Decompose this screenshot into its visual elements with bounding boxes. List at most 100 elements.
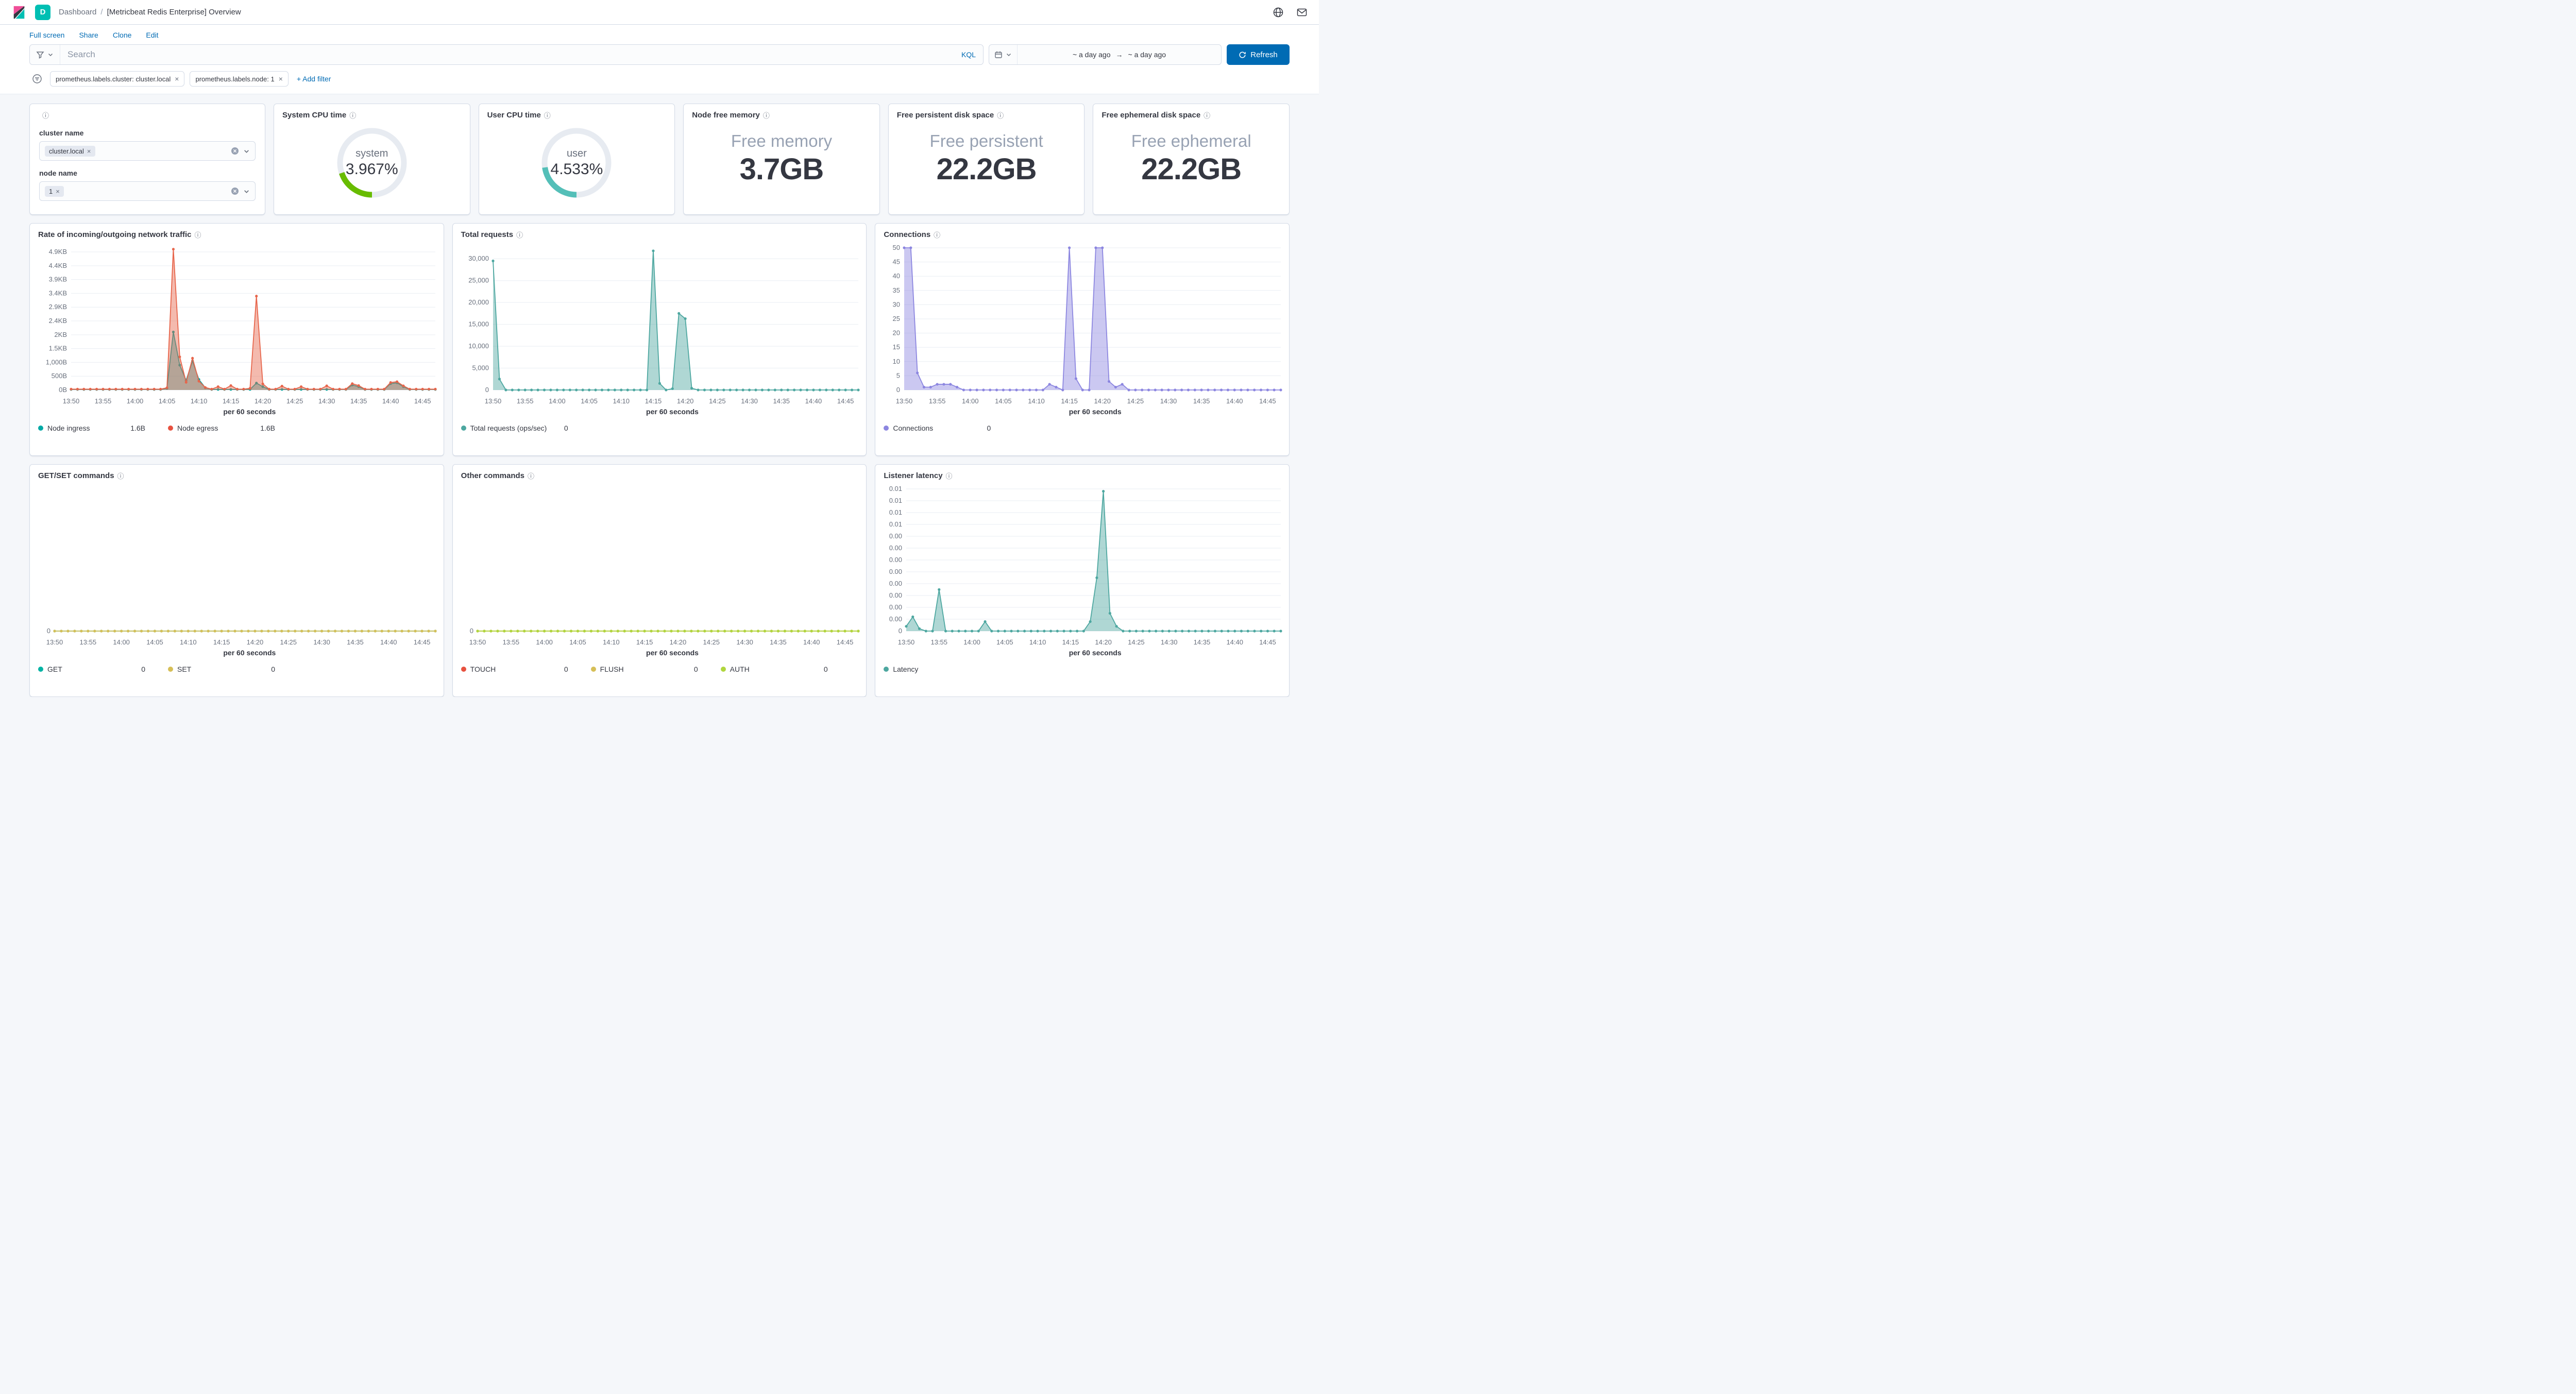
node-name-select[interactable]: 1 ×: [39, 181, 256, 201]
legend-item[interactable]: FLUSH 0: [590, 665, 721, 673]
svg-text:15: 15: [893, 343, 900, 351]
svg-text:14:20: 14:20: [1095, 638, 1112, 646]
menu-edit[interactable]: Edit: [146, 31, 159, 39]
panel-title: Total requests: [461, 230, 514, 239]
menu-share[interactable]: Share: [79, 31, 98, 39]
user-cpu-gauge[interactable]: user 4.533%: [538, 124, 615, 201]
svg-text:13:55: 13:55: [929, 397, 946, 405]
other-commands-chart[interactable]: 0 13:50 13:55 14:00 14:05 14:10 14:15 14:20 14:2…: [453, 483, 867, 649]
info-icon[interactable]: ⓘ: [934, 231, 941, 239]
listener-latency-chart[interactable]: 0 0.00 0.00 0.00 0.00 0.00 0.00 0.00 0.00 0.01 0.0…: [875, 483, 1289, 649]
svg-text:20,000: 20,000: [468, 298, 489, 306]
connections-chart[interactable]: 0 5 10 15 20 25 30 35 40 45 50 13:50 13:55 14:00 14:05…: [875, 242, 1289, 407]
legend-item[interactable]: SET 0: [168, 665, 298, 673]
svg-text:30,000: 30,000: [468, 254, 489, 262]
info-icon[interactable]: ⓘ: [762, 112, 770, 120]
svg-text:3.9KB: 3.9KB: [49, 276, 67, 283]
x-axis-title: per 60 seconds: [1069, 407, 1122, 416]
svg-text:0: 0: [896, 386, 900, 394]
clear-selection-icon[interactable]: [231, 147, 239, 155]
system-cpu-gauge[interactable]: system 3.967%: [333, 124, 411, 201]
legend-item[interactable]: Node egress 1.6B: [168, 424, 298, 432]
filter-pill-cluster[interactable]: prometheus.labels.cluster: cluster.local…: [50, 71, 185, 87]
svg-text:13:55: 13:55: [502, 638, 519, 646]
legend-value: 0: [693, 665, 698, 673]
date-range-text[interactable]: ~ a day ago → ~ a day ago: [1018, 50, 1221, 59]
filter-pill-node[interactable]: prometheus.labels.node: 1 ×: [190, 71, 289, 87]
search-input[interactable]: [60, 49, 954, 60]
legend-item[interactable]: Node ingress 1.6B: [38, 424, 168, 432]
svg-text:0.00: 0.00: [889, 556, 902, 564]
refresh-button[interactable]: Refresh: [1227, 44, 1290, 65]
remove-filter-icon[interactable]: ×: [175, 75, 179, 83]
remove-tag-icon[interactable]: ×: [56, 187, 60, 195]
svg-text:45: 45: [893, 258, 900, 266]
legend-label: Node ingress: [47, 424, 90, 432]
legend-item[interactable]: Latency: [884, 665, 1013, 673]
legend-item[interactable]: TOUCH 0: [461, 665, 591, 673]
svg-text:14:00: 14:00: [549, 397, 566, 405]
svg-text:14:00: 14:00: [962, 397, 979, 405]
svg-text:14:05: 14:05: [146, 638, 163, 646]
network-traffic-chart[interactable]: 0B 500B 1,000B 1.5KB 2KB 2.4KB 2.9KB 3.4KB 3.9KB…: [30, 242, 444, 407]
clear-selection-icon[interactable]: [231, 187, 239, 195]
svg-text:0.00: 0.00: [889, 580, 902, 587]
kql-toggle[interactable]: KQL: [961, 50, 976, 59]
panel-title: Rate of incoming/outgoing network traffi…: [38, 230, 192, 239]
date-calendar-button[interactable]: [989, 45, 1018, 64]
panel-controls: ⓘ cluster name cluster.local ×: [29, 104, 265, 215]
svg-text:14:15: 14:15: [636, 638, 653, 646]
info-icon[interactable]: ⓘ: [117, 472, 124, 480]
info-icon[interactable]: ⓘ: [194, 231, 201, 239]
saved-query-menu-button[interactable]: [30, 45, 60, 64]
menu-full-screen[interactable]: Full screen: [29, 31, 65, 39]
svg-text:14:05: 14:05: [569, 638, 586, 646]
legend-item[interactable]: AUTH 0: [720, 665, 851, 673]
svg-text:20: 20: [893, 329, 900, 337]
info-icon[interactable]: ⓘ: [42, 112, 49, 120]
menu-clone[interactable]: Clone: [112, 31, 132, 39]
getset-chart[interactable]: 0 13:50 13:55 14:00 14:05 14:10 14:15 14:20 14:2…: [30, 483, 444, 649]
svg-text:25: 25: [893, 315, 900, 322]
svg-text:14:20: 14:20: [669, 638, 686, 646]
panel-title: Listener latency: [884, 471, 943, 480]
info-icon[interactable]: ⓘ: [945, 472, 953, 480]
panel-title: Other commands: [461, 471, 525, 480]
charts-row-2: GET/SET commands ⓘ 0 13:50 13:55 14:00 14:05…: [29, 464, 1290, 697]
svg-text:14:20: 14:20: [1094, 397, 1111, 405]
info-icon[interactable]: ⓘ: [997, 112, 1004, 120]
filter-options-icon[interactable]: [29, 71, 45, 87]
info-icon[interactable]: ⓘ: [544, 112, 551, 120]
newsfeed-mail-icon[interactable]: [1296, 7, 1308, 18]
remove-filter-icon[interactable]: ×: [278, 75, 283, 83]
legend-item[interactable]: Connections 0: [884, 424, 1013, 432]
metric-body: Free ephemeral 22.2GB: [1093, 131, 1289, 186]
cluster-name-select[interactable]: cluster.local ×: [39, 141, 256, 161]
legend-label: Total requests (ops/sec): [470, 424, 547, 432]
add-filter-link[interactable]: + Add filter: [296, 75, 331, 83]
panel-title: Connections: [884, 230, 931, 239]
kibana-logo-icon[interactable]: [11, 5, 27, 20]
info-icon[interactable]: ⓘ: [516, 231, 523, 239]
svg-text:14:25: 14:25: [280, 638, 297, 646]
info-icon[interactable]: ⓘ: [1204, 112, 1211, 120]
panel-getset-commands: GET/SET commands ⓘ 0 13:50 13:55 14:00 14:05…: [29, 464, 444, 697]
remove-tag-icon[interactable]: ×: [87, 147, 91, 155]
top-panels-row: ⓘ cluster name cluster.local ×: [29, 104, 1290, 215]
info-icon[interactable]: ⓘ: [528, 472, 535, 480]
legend-item[interactable]: GET 0: [38, 665, 168, 673]
gauge-value: 4.533%: [550, 160, 603, 178]
svg-text:14:20: 14:20: [255, 397, 272, 405]
breadcrumb-dashboard[interactable]: Dashboard: [59, 8, 97, 16]
svg-text:4.4KB: 4.4KB: [49, 262, 67, 269]
help-globe-icon[interactable]: [1273, 7, 1284, 18]
cluster-value-tag: cluster.local ×: [45, 145, 95, 157]
svg-text:14:40: 14:40: [805, 397, 822, 405]
svg-text:13:55: 13:55: [95, 397, 112, 405]
svg-text:14:00: 14:00: [964, 638, 981, 646]
info-icon[interactable]: ⓘ: [349, 112, 357, 120]
space-badge[interactable]: D: [35, 4, 50, 20]
legend-item[interactable]: Total requests (ops/sec) 0: [461, 424, 591, 432]
total-requests-chart[interactable]: 0 5,000 10,000 15,000 20,000 25,000 30,000 13:5…: [453, 242, 867, 407]
legend-dot: [38, 667, 43, 672]
